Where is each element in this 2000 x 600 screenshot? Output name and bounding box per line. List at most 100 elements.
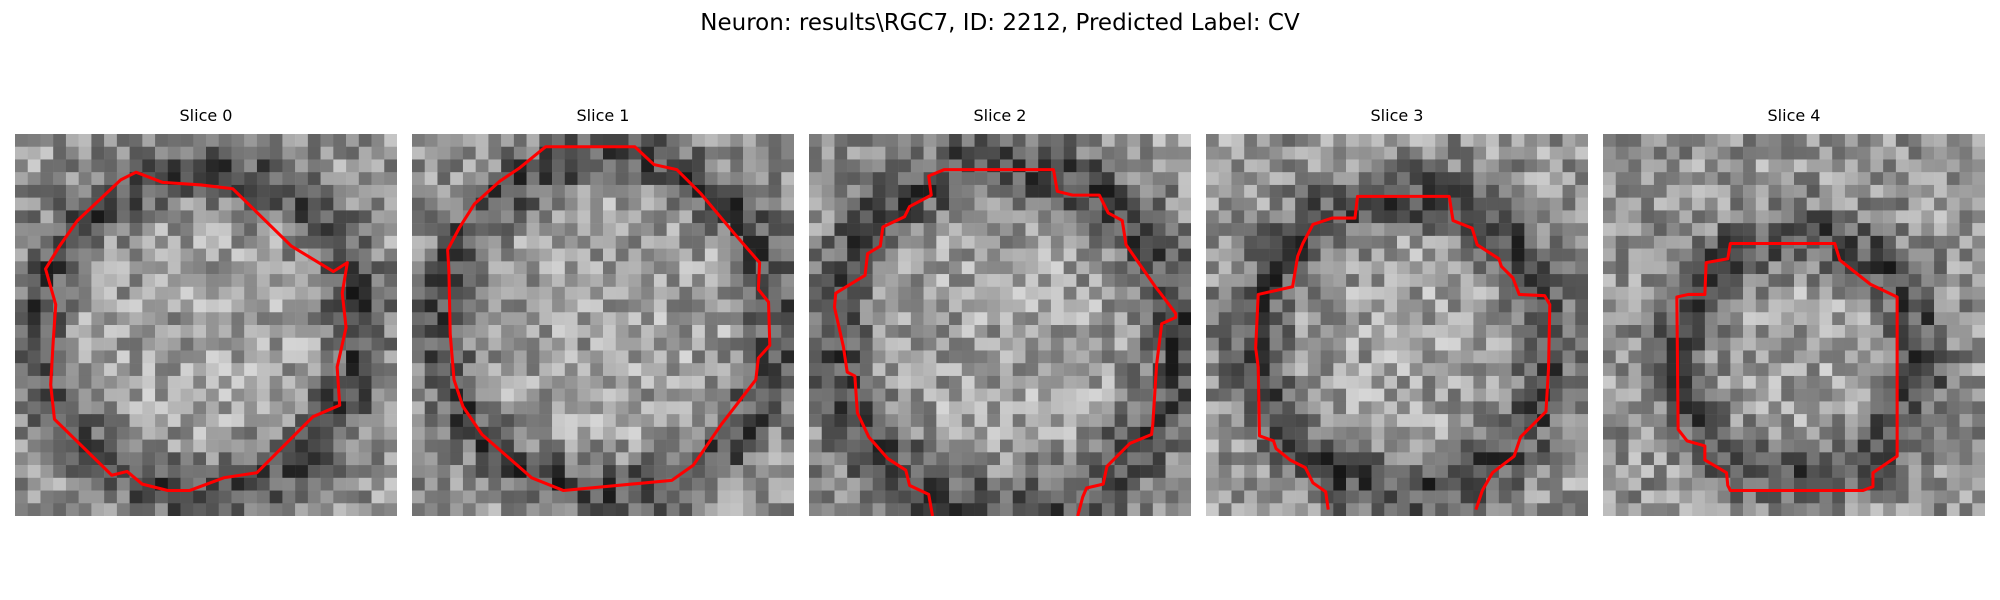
pixel <box>1256 235 1270 249</box>
pixel <box>346 299 360 313</box>
pixel <box>1206 337 1219 351</box>
pixel <box>371 477 385 491</box>
pixel <box>564 159 578 173</box>
pixel <box>590 312 604 326</box>
pixel <box>603 146 616 160</box>
pixel <box>1320 134 1334 147</box>
pixel <box>1806 452 1820 466</box>
pixel <box>40 490 54 504</box>
pixel <box>1295 490 1309 504</box>
pixel <box>371 337 385 351</box>
slice-1-title: Slice 1 <box>576 106 630 125</box>
pixel <box>269 210 283 224</box>
pixel <box>1959 274 1973 288</box>
pixel <box>424 210 438 224</box>
pixel <box>1178 172 1191 186</box>
pixel <box>1114 134 1128 147</box>
pixel <box>1959 299 1973 313</box>
pixel <box>1615 350 1629 364</box>
pixel <box>1486 363 1500 377</box>
pixel <box>1140 223 1154 237</box>
pixel <box>1755 210 1769 224</box>
pixel <box>40 503 54 516</box>
pixel <box>1511 146 1525 160</box>
pixel <box>1384 172 1398 186</box>
pixel <box>1244 248 1258 262</box>
pixel <box>552 197 566 211</box>
pixel <box>1768 159 1782 173</box>
pixel <box>142 490 156 504</box>
pixel <box>1959 363 1973 377</box>
pixel <box>1883 490 1897 504</box>
pixel <box>910 223 924 237</box>
pixel <box>692 172 706 186</box>
pixel <box>333 401 347 415</box>
pixel <box>1307 414 1321 428</box>
pixel <box>1244 375 1258 389</box>
pixel <box>1256 274 1270 288</box>
pixel <box>1819 503 1833 516</box>
pixel <box>1806 312 1820 326</box>
pixel <box>1000 337 1013 351</box>
pixel <box>615 210 629 224</box>
pixel <box>27 223 41 237</box>
pixel <box>1473 337 1487 351</box>
pixel <box>1666 172 1680 186</box>
pixel <box>1934 490 1948 504</box>
pixel <box>1320 248 1334 262</box>
pixel <box>142 452 156 466</box>
pixel <box>1333 235 1347 249</box>
pixel <box>155 286 169 300</box>
pixel <box>244 248 258 262</box>
pixel <box>1717 210 1731 224</box>
pixel <box>910 375 924 389</box>
pixel <box>1755 172 1769 186</box>
pixel <box>437 363 451 377</box>
pixel <box>1358 172 1372 186</box>
pixel <box>320 146 334 160</box>
pixel <box>1717 235 1731 249</box>
pixel <box>1371 299 1385 313</box>
pixel <box>552 146 566 160</box>
pixel <box>1282 375 1296 389</box>
pixel <box>206 223 219 237</box>
pixel <box>961 286 975 300</box>
pixel <box>40 452 54 466</box>
pixel <box>1256 465 1270 479</box>
pixel <box>1819 337 1833 351</box>
pixel <box>949 261 963 275</box>
pixel <box>244 312 258 326</box>
pixel <box>269 172 283 186</box>
pixel <box>91 401 105 415</box>
pixel <box>1704 426 1718 440</box>
pixel <box>679 363 693 377</box>
pixel <box>1755 503 1769 516</box>
pixel <box>437 286 451 300</box>
pixel <box>1384 159 1398 173</box>
pixel <box>1908 286 1922 300</box>
pixel <box>859 184 873 198</box>
pixel <box>923 134 937 147</box>
pixel <box>437 401 451 415</box>
pixel <box>1000 274 1013 288</box>
pixel <box>1000 350 1013 364</box>
pixel <box>104 363 118 377</box>
pixel <box>1806 159 1820 173</box>
pixel <box>539 414 553 428</box>
pixel <box>717 134 731 147</box>
pixel <box>1384 325 1398 338</box>
pixel <box>539 274 553 288</box>
pixel <box>1946 134 1960 147</box>
pixel <box>1025 401 1039 415</box>
pixel <box>1768 172 1782 186</box>
pixel <box>513 172 527 186</box>
pixel <box>974 248 988 262</box>
pixel <box>218 465 232 479</box>
pixel <box>809 426 822 440</box>
pixel <box>1218 274 1232 288</box>
pixel <box>615 325 629 338</box>
pixel <box>333 197 347 211</box>
pixel <box>768 350 782 364</box>
pixel <box>539 261 553 275</box>
pixel <box>1435 134 1449 147</box>
